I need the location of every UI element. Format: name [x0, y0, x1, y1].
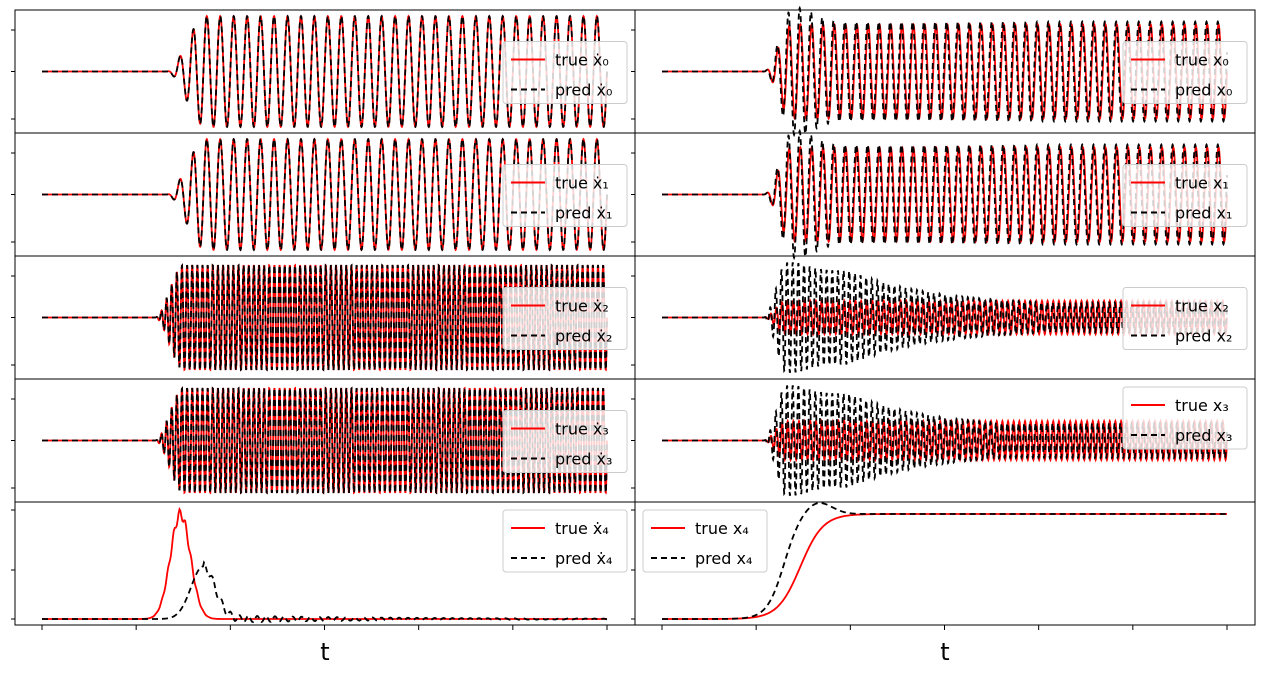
legend: true x₂ pred x₂ — [1122, 287, 1248, 350]
series-pred-x4 — [662, 502, 1227, 620]
legend-label-true: true x₀ — [1175, 51, 1229, 70]
legend: true x₃ pred x₃ — [1122, 386, 1248, 450]
series-pred-x0 — [662, 5, 1228, 138]
series-pred-dx2 — [42, 263, 608, 372]
legend-box — [502, 287, 628, 350]
legend-box — [1122, 41, 1248, 104]
subplot-x2: true x₂ pred x₂ — [631, 255, 1256, 380]
legend-label-pred: pred ẋ₃ — [555, 450, 612, 469]
legend-label-true: true ẋ₀ — [555, 51, 609, 70]
legend-box — [1122, 164, 1248, 227]
legend-box — [502, 509, 628, 573]
legend-label-pred: pred ẋ₀ — [555, 81, 612, 100]
subplot-dx1: true ẋ₁ pred ẋ₁ — [11, 132, 636, 257]
subplot-x4: true x₄ pred x₄ — [631, 501, 1256, 626]
legend-box — [502, 41, 628, 104]
legend-box — [1122, 287, 1248, 350]
subplot-dx4: true ẋ₄ pred ẋ₄ — [11, 501, 636, 626]
legend: true x₄ pred x₄ — [642, 509, 768, 573]
legend-label-true: true ẋ₃ — [555, 420, 609, 439]
subplot-dx3: true ẋ₃ pred ẋ₃ — [11, 378, 636, 503]
legend-label-pred: pred x₂ — [1175, 327, 1232, 346]
subplots-grid: true ẋ₀ pred ẋ₀ true x₀ pred x₀ true ẋ₁ pred … — [11, 5, 1256, 630]
legend-label-pred: pred x₀ — [1175, 81, 1232, 100]
x-axis-label-right: t — [940, 638, 949, 666]
series-pred-x3 — [662, 385, 1228, 497]
legend-label-pred: pred ẋ₁ — [555, 204, 612, 223]
legend-box — [502, 410, 628, 473]
legend-label-pred: pred x₃ — [1175, 426, 1232, 445]
legend-label-pred: pred ẋ₂ — [555, 327, 612, 346]
legend: true ẋ₁ pred ẋ₁ — [502, 164, 628, 227]
legend-label-true: true ẋ₂ — [555, 297, 609, 316]
legend-label-true: true x₁ — [1175, 174, 1229, 193]
subplot-x1: true x₁ pred x₁ — [631, 128, 1256, 261]
legend: true ẋ₂ pred ẋ₂ — [502, 287, 628, 350]
series-pred-dx4 — [42, 560, 608, 624]
series-pred-dx3 — [42, 386, 608, 495]
x-axis-label-left: t — [320, 638, 329, 666]
series-pred-x1 — [662, 128, 1228, 261]
subplot-dx2: true ẋ₂ pred ẋ₂ — [11, 255, 636, 380]
subplot-x0: true x₀ pred x₀ — [631, 5, 1256, 138]
legend-label-pred: pred x₁ — [1175, 204, 1232, 223]
legend: true x₀ pred x₀ — [1122, 41, 1248, 104]
legend-label-true: true x₄ — [695, 519, 749, 538]
subplot-x3: true x₃ pred x₃ — [631, 378, 1256, 503]
legend-label-true: true ẋ₁ — [555, 174, 609, 193]
legend-label-true: true ẋ₄ — [555, 519, 609, 538]
legend: true ẋ₄ pred ẋ₄ — [502, 509, 628, 573]
legend-label-pred: pred x₄ — [695, 549, 752, 568]
legend-box — [642, 509, 768, 573]
legend-label-true: true x₂ — [1175, 297, 1229, 316]
legend: true ẋ₃ pred ẋ₃ — [502, 410, 628, 473]
subplot-dx0: true ẋ₀ pred ẋ₀ — [11, 9, 636, 134]
legend-box — [1122, 386, 1248, 450]
legend: true x₁ pred x₁ — [1122, 164, 1248, 227]
legend-label-true: true x₃ — [1175, 396, 1229, 415]
legend: true ẋ₀ pred ẋ₀ — [502, 41, 628, 104]
legend-label-pred: pred ẋ₄ — [555, 549, 612, 568]
legend-box — [502, 164, 628, 227]
